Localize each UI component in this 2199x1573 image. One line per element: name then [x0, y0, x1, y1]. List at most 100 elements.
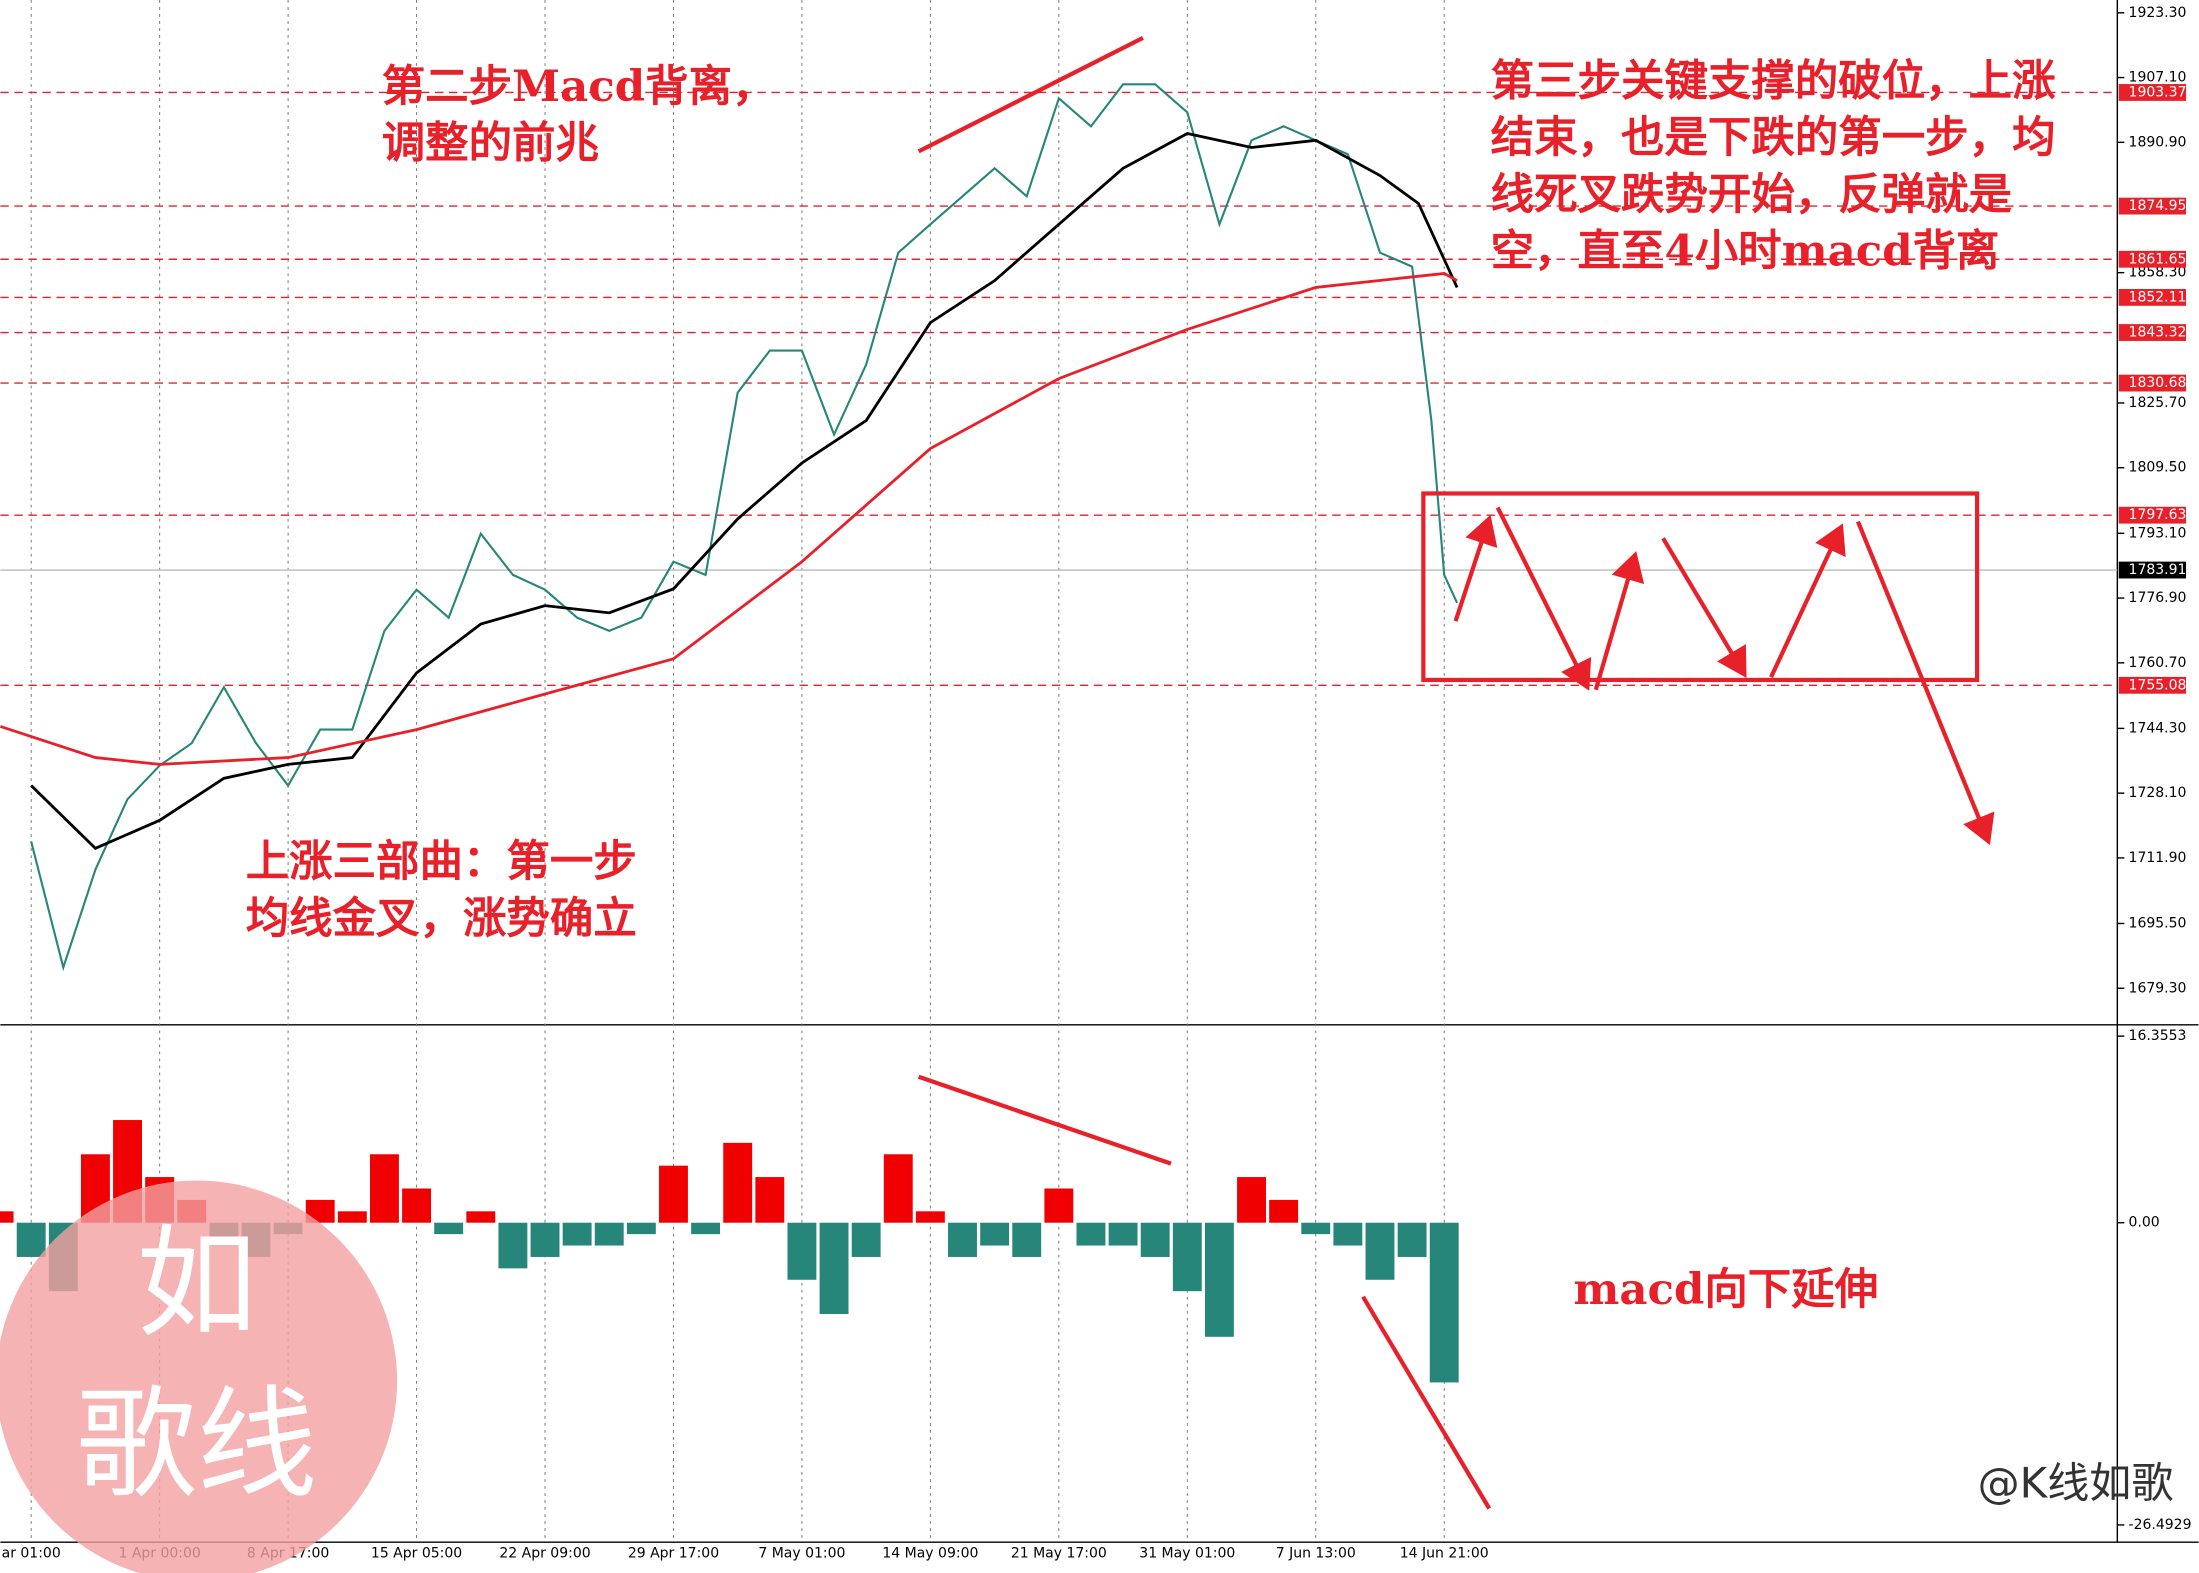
macd-bar	[691, 1222, 721, 1235]
level-label: 1797.63	[2129, 507, 2187, 523]
annotation: 第三步关键支撑的破位，上涨	[1491, 55, 2056, 106]
macd-bar	[1044, 1188, 1074, 1223]
macd-bar	[1204, 1222, 1234, 1337]
macd-trend-line	[1361, 1295, 1492, 1510]
price-line	[0, 272, 1458, 766]
macd-bar	[337, 1211, 367, 1223]
annotation: macd向下延伸	[1573, 1264, 1878, 1315]
current-price-tag	[2118, 561, 2187, 579]
x-tick-label: 7 Jun 13:00	[1276, 1545, 1356, 1561]
macd-bar	[1429, 1222, 1459, 1383]
y-tick-label: 1728.10	[2129, 785, 2187, 801]
level-label: 1755.08	[2129, 677, 2187, 693]
y-tick-label: 1923.30	[2129, 5, 2187, 21]
y-tick-label: 1890.90	[2129, 134, 2187, 150]
level-label: 1843.32	[2129, 325, 2187, 341]
arrow	[1593, 551, 1645, 691]
level-tag	[2118, 374, 2187, 392]
watermark: 如	[136, 1214, 257, 1354]
y-tick-label: -26.4929	[2129, 1517, 2192, 1533]
level-tag	[2118, 324, 2187, 341]
level-label: 1874.95	[2129, 198, 2187, 214]
y-tick-label: 1711.90	[2129, 850, 2187, 866]
macd-bar	[755, 1177, 785, 1223]
y-tick-label: 1793.10	[2129, 525, 2187, 541]
y-tick-label: 1695.50	[2129, 915, 2187, 931]
watermark: 歌线	[76, 1375, 317, 1515]
x-tick-label: ar 01:00	[2, 1545, 61, 1561]
annotation: 调整的前兆	[382, 118, 599, 169]
level-tag	[2118, 250, 2187, 268]
macd-bar	[498, 1222, 528, 1269]
macd-bar	[1012, 1222, 1042, 1257]
annotation: 线死叉跌势开始，反弹就是	[1491, 169, 2013, 220]
range-box	[1421, 491, 1980, 683]
price-line	[30, 132, 1459, 850]
y-tick-label: 1825.70	[2129, 395, 2187, 411]
y-tick-label: 16.3553	[2129, 1028, 2187, 1044]
x-tick-label: 15 Apr 05:00	[371, 1545, 462, 1561]
x-tick-label: 14 Jun 21:00	[1400, 1545, 1489, 1561]
macd-bar	[594, 1222, 624, 1246]
annotation: 均线金叉，涨势确立	[246, 893, 637, 944]
macd-bar	[626, 1222, 656, 1235]
y-tick-label: 0.00	[2129, 1215, 2160, 1231]
level-label: 1830.68	[2129, 375, 2187, 391]
arrow	[1856, 520, 1995, 846]
level-label: 1852.11	[2129, 289, 2187, 305]
arrow	[1661, 537, 1747, 678]
macd-bar	[16, 1222, 46, 1257]
macd-bar	[0, 1211, 14, 1223]
macd-divergence-line	[917, 1074, 1172, 1166]
macd-bar	[530, 1222, 560, 1257]
y-tick-label: 1809.50	[2129, 460, 2187, 476]
arrows	[1453, 506, 1995, 846]
macd-bar	[369, 1154, 399, 1223]
y-tick-label: 1858.30	[2129, 265, 2187, 281]
macd-bar	[948, 1222, 977, 1257]
macd-bar	[819, 1222, 849, 1314]
macd-bar	[1237, 1177, 1266, 1223]
level-tag	[2118, 197, 2187, 215]
macd-bar	[883, 1154, 913, 1223]
credit: @K线如歌	[1978, 1458, 2174, 1507]
macd-bar	[1397, 1222, 1427, 1257]
watermark-badge	[0, 1180, 398, 1573]
macd-bar	[1108, 1222, 1138, 1246]
price-line	[30, 83, 1459, 972]
macd-bar	[915, 1211, 945, 1223]
x-tick-label: 22 Apr 09:00	[499, 1545, 590, 1561]
macd-bar	[1333, 1222, 1363, 1246]
x-tick-label: 21 May 17:00	[1011, 1545, 1107, 1561]
macd-bar	[305, 1199, 335, 1223]
divergence-line	[917, 35, 1144, 154]
macd-bar	[980, 1222, 1010, 1246]
annotation: 上涨三部曲：第一步	[246, 836, 637, 887]
macd-bar	[434, 1222, 464, 1235]
x-tick-label: 7 May 01:00	[758, 1545, 845, 1561]
macd-bar	[466, 1211, 496, 1223]
macd-bar	[1172, 1222, 1202, 1292]
macd-bar	[1140, 1222, 1170, 1257]
macd-bar	[787, 1222, 817, 1280]
macd-bar	[723, 1142, 753, 1223]
y-tick-label: 1907.10	[2129, 70, 2187, 86]
y-tick-label: 1776.90	[2129, 590, 2187, 606]
annotation: 结束，也是下跌的第一步，均	[1491, 112, 2056, 163]
macd-bar	[851, 1222, 881, 1257]
annotation: 第二步Macd背离，	[382, 61, 776, 112]
annotation: 空，直至4小时macd背离	[1491, 226, 2000, 277]
level-tag	[2118, 288, 2187, 306]
macd-bar	[1076, 1222, 1106, 1246]
macd-bar	[1365, 1222, 1395, 1280]
x-tick-label: 29 Apr 17:00	[628, 1545, 719, 1561]
drawings	[917, 35, 1980, 1510]
macd-bar	[1301, 1222, 1331, 1235]
level-tag	[2118, 676, 2187, 694]
level-tag	[2118, 84, 2187, 101]
macd-bar	[562, 1222, 592, 1246]
level-label: 1861.65	[2129, 251, 2187, 267]
y-tick-label: 1679.30	[2129, 980, 2187, 996]
